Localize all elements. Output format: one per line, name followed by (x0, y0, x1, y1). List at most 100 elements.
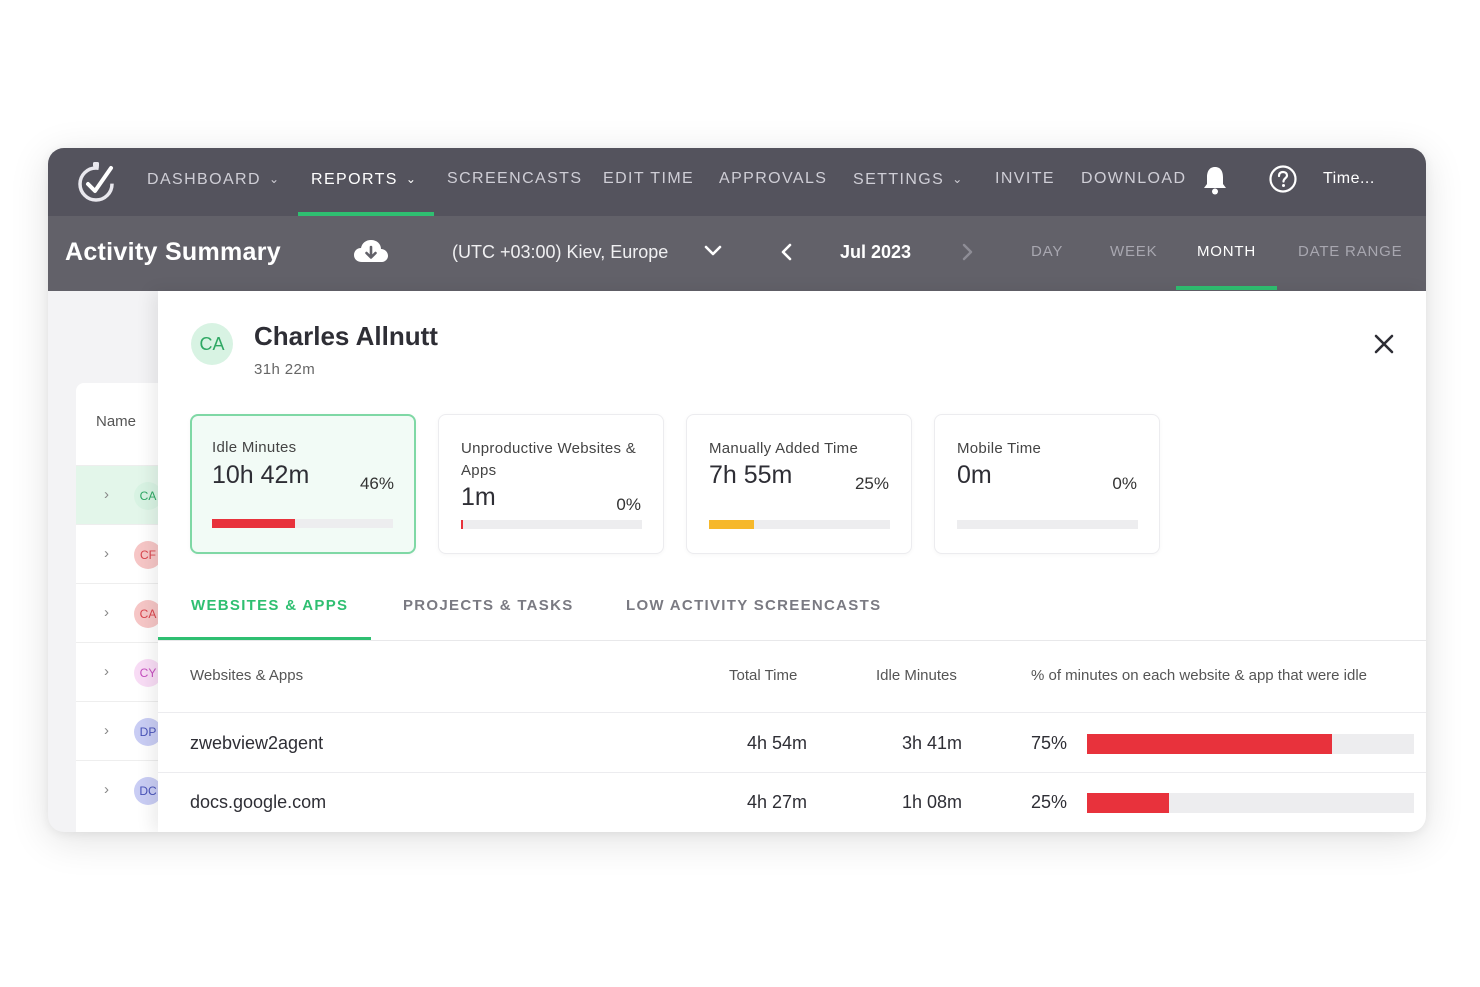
stat-card-percent: 46% (359, 474, 394, 493)
row-app-name: zwebview2agent (190, 733, 324, 753)
chevron-right-icon[interactable] (958, 242, 976, 262)
nav-dashboard[interactable]: DASHBOARD ⌄ (147, 148, 280, 216)
member-list-header: Name (96, 413, 137, 430)
avatar: CA (191, 323, 233, 365)
page-title: Activity Summary (65, 238, 281, 266)
list-item[interactable]: › DP (76, 701, 216, 760)
nav-settings[interactable]: SETTINGS ⌄ (853, 148, 964, 216)
chevron-right-icon[interactable]: › (104, 663, 109, 680)
column-header-idle-minutes[interactable]: Idle Minutes (876, 667, 957, 684)
avatar: CF (134, 541, 162, 569)
stat-card-bar (957, 520, 1138, 529)
stat-card-label: Mobile Time (957, 440, 1042, 457)
avatar: DC (134, 777, 162, 805)
divider (158, 772, 1426, 773)
avatar: CA (134, 482, 162, 510)
row-total-time: 4h 27m (747, 792, 808, 812)
close-icon[interactable] (1372, 332, 1396, 356)
stat-card-idle-minutes[interactable]: Idle Minutes 10h 42m 46% (190, 414, 416, 554)
chevron-down-icon: ⌄ (952, 172, 964, 186)
column-header-total-time[interactable]: Total Time (729, 667, 798, 684)
chevron-down-icon[interactable] (703, 243, 723, 259)
nav-screencasts-label: SCREENCASTS (447, 170, 583, 187)
tab-projects-tasks[interactable]: PROJECTS & TASKS (403, 597, 574, 614)
row-app-name: docs.google.com (190, 792, 327, 812)
stat-card-mobile-time[interactable]: Mobile Time 0m 0% (934, 414, 1160, 554)
range-tab-week[interactable]: WEEK (1110, 243, 1158, 260)
stat-card-unproductive[interactable]: Unproductive Websites & Apps 1m 0% (438, 414, 664, 554)
nav-download[interactable]: DOWNLOAD (1081, 148, 1186, 216)
column-header-name[interactable]: Websites & Apps (190, 667, 304, 684)
help-circle-icon[interactable] (1268, 164, 1298, 194)
nav-reports[interactable]: REPORTS ⌄ (311, 148, 417, 216)
activity-detail-panel: CA Charles Allnutt 31h 22m Idle Minutes … (158, 291, 1426, 832)
chevron-right-icon[interactable]: › (104, 486, 109, 503)
stat-card-value: 7h 55m (709, 461, 793, 489)
chevron-right-icon[interactable]: › (104, 545, 109, 562)
period-label: Jul 2023 (840, 242, 912, 262)
tab-active-indicator (158, 637, 371, 640)
row-total-time: 4h 54m (747, 733, 808, 753)
range-tab-day[interactable]: DAY (1031, 243, 1064, 260)
stat-card-percent: 25% (854, 474, 889, 493)
nav-approvals[interactable]: APPROVALS (719, 148, 827, 216)
row-idle-percent: 75% (1031, 733, 1068, 753)
divider (158, 640, 1426, 641)
avatar: CA (134, 600, 162, 628)
nav-invite[interactable]: INVITE (995, 148, 1055, 216)
range-active-indicator (1176, 286, 1277, 290)
clock-check-icon[interactable] (74, 158, 122, 206)
stat-card-bar-fill (709, 520, 755, 529)
range-tab-date-range[interactable]: DATE RANGE (1298, 243, 1403, 260)
user-total-time: 31h 22m (254, 361, 316, 378)
stat-card-bar (461, 520, 642, 529)
nav-edit-time[interactable]: EDIT TIME (603, 148, 694, 216)
stat-card-bar-fill (461, 520, 463, 529)
stat-card-value: 1m (461, 483, 496, 511)
chevron-right-icon[interactable]: › (104, 722, 109, 739)
chevron-right-icon[interactable]: › (104, 604, 109, 621)
bell-icon[interactable] (1201, 164, 1229, 196)
column-header-idle-percent[interactable]: % of minutes on each website & app that … (1031, 667, 1368, 684)
list-item[interactable]: › DC (76, 760, 216, 819)
row-idle-percent: 25% (1031, 792, 1068, 812)
tab-low-activity-screencasts[interactable]: LOW ACTIVITY SCREENCASTS (626, 597, 882, 614)
chevron-right-icon[interactable]: › (104, 781, 109, 798)
row-idle-bar-fill (1087, 793, 1169, 813)
nav-reports-label: REPORTS (311, 171, 398, 188)
stat-card-bar-fill (212, 519, 296, 528)
chevron-down-icon: ⌄ (405, 172, 418, 186)
nav-edit-time-label: EDIT TIME (603, 170, 695, 187)
sub-header: Activity Summary (UTC +03:00) Kiev, Euro… (48, 216, 1426, 291)
top-nav: DASHBOARD ⌄ REPORTS ⌄ SCREENCASTS EDIT TIM… (48, 148, 1426, 216)
list-item[interactable]: › CF (76, 524, 216, 583)
chevron-down-icon: ⌄ (268, 172, 281, 186)
account-menu[interactable]: Time... (1323, 170, 1375, 187)
row-idle-bar-fill (1087, 734, 1333, 754)
stat-card-value: 10h 42m (212, 461, 310, 489)
range-tab-month[interactable]: MONTH (1197, 243, 1256, 260)
avatar: DP (134, 718, 162, 746)
avatar: CY (134, 659, 162, 687)
stat-card-value: 0m (957, 461, 992, 489)
stat-card-manual-time[interactable]: Manually Added Time 7h 55m 25% (686, 414, 912, 554)
nav-active-indicator (298, 212, 434, 216)
list-item[interactable]: › CA (76, 583, 216, 642)
nav-screencasts[interactable]: SCREENCASTS (447, 148, 582, 216)
divider (158, 712, 1426, 713)
chevron-left-icon[interactable] (778, 242, 796, 262)
stat-card-label: Idle Minutes (212, 439, 297, 456)
nav-download-label: DOWNLOAD (1081, 170, 1187, 187)
timezone-select[interactable]: (UTC +03:00) Kiev, Europe (452, 242, 669, 262)
tab-websites-apps[interactable]: WEBSITES & APPS (191, 597, 349, 614)
row-idle-minutes: 3h 41m (902, 733, 963, 753)
row-idle-bar (1087, 734, 1414, 754)
nav-invite-label: INVITE (995, 170, 1055, 187)
user-name: Charles Allnutt (254, 321, 438, 351)
stat-card-percent: 0% (1112, 474, 1137, 493)
cloud-download-icon[interactable] (353, 238, 389, 266)
list-item[interactable]: › CY (76, 642, 216, 701)
stat-card-bar (709, 520, 890, 529)
nav-settings-label: SETTINGS (853, 171, 945, 188)
nav-dashboard-label: DASHBOARD (147, 171, 261, 188)
